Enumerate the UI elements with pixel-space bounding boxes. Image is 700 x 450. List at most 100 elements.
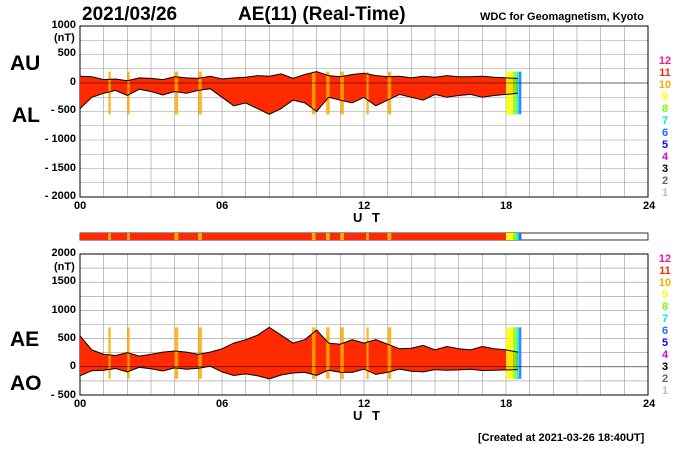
station-bar-segment [201, 233, 312, 240]
legend-entry: 11 [659, 67, 671, 79]
ao-label: AO [10, 372, 42, 395]
al-series-line [79, 88, 518, 115]
legend-entry: 3 [661, 163, 669, 175]
panel2-xtick: 12 [358, 398, 371, 410]
legend-entry: 8 [661, 301, 669, 313]
panel2-ytick: 0 [69, 360, 76, 372]
station-stripe [387, 327, 392, 379]
panel1-ytick: 1000 [51, 19, 76, 31]
station-stripe [340, 71, 344, 115]
panel1-xtick: 24 [643, 200, 656, 212]
station-stripe [516, 327, 520, 379]
legend-entry: 4 [661, 349, 669, 361]
panel2-ytick: 2000 [51, 247, 76, 259]
chart-date: 2021/03/26 [82, 4, 178, 25]
legend-entry: 7 [661, 115, 669, 127]
station-stripe [387, 71, 392, 115]
station-bar-segment [127, 233, 130, 240]
station-stripe [108, 327, 111, 379]
station-bar-segment [343, 233, 367, 240]
legend-entry: 1 [661, 187, 669, 199]
ae-label: AE [10, 328, 40, 351]
created-timestamp: [Created at 2021-03-26 18:40UT] [478, 432, 645, 444]
legend-entry: 5 [661, 337, 669, 349]
station-bar-segment [340, 233, 344, 240]
station-stripe [108, 71, 111, 115]
station-bar-segment [387, 233, 392, 240]
station-stripe [366, 71, 369, 115]
station-stripe [506, 327, 514, 379]
legend-entry: 12 [658, 55, 672, 67]
legend-entry: 3 [661, 361, 669, 373]
station-bar-segment [174, 233, 179, 240]
legend-entry: 8 [661, 103, 669, 115]
panel1-ytick: 500 [57, 47, 76, 59]
panel1-xtick: 06 [216, 200, 229, 212]
plot-frame [79, 253, 649, 396]
panel1-yunit: (nT) [54, 32, 75, 44]
legend-entry: 2 [661, 175, 669, 187]
station-stripe [519, 71, 522, 115]
station-stripe [127, 71, 130, 115]
panel2-yunit: (nT) [54, 261, 75, 273]
au-series-line [79, 71, 518, 82]
station-bar-segment [506, 233, 514, 240]
station-stripe [326, 327, 330, 379]
panel1-ytick: - 1000 [44, 133, 76, 145]
station-bar-segment [368, 233, 388, 240]
plot-frame [79, 25, 649, 198]
chart-title: AE(11) (Real-Time) [238, 4, 406, 25]
legend-entry: 10 [658, 277, 672, 289]
ao-series-line [79, 365, 518, 380]
station-bar-segment [326, 233, 330, 240]
legend-entry: 1 [661, 385, 669, 397]
station-stripe [174, 71, 179, 115]
panel2-ytick: - 500 [50, 389, 76, 401]
station-stripe [311, 327, 316, 379]
station-stripe [174, 327, 179, 379]
station-stripe [340, 327, 344, 379]
station-bar-segment [519, 233, 522, 240]
station-stripe [198, 71, 202, 115]
legend-entry: 9 [661, 91, 669, 103]
panel2-ytick: 500 [57, 332, 76, 344]
activity-band [80, 327, 518, 379]
station-bar-segment [108, 233, 111, 240]
panel1-xtick: 00 [74, 200, 87, 212]
station-stripe [326, 71, 330, 115]
station-bar-segment [80, 233, 109, 240]
panel1-ytick: - 2000 [44, 190, 76, 202]
station-bar-segment [311, 233, 316, 240]
station-bar-segment [178, 233, 199, 240]
data-source: WDC for Geomagnetism, Kyoto [480, 11, 644, 23]
legend-entry: 2 [661, 373, 669, 385]
legend-entry: 7 [661, 313, 669, 325]
station-bar-segment [110, 233, 128, 240]
legend-entry: 5 [661, 139, 669, 151]
panel1-xtick: 12 [358, 200, 371, 212]
ae-series-line [79, 326, 518, 357]
station-bar-segment [516, 233, 520, 240]
station-bar-segment [329, 233, 341, 240]
station-bar-segment [391, 233, 506, 240]
legend-entry: 6 [661, 325, 669, 337]
panel1-ytick: - 500 [50, 104, 76, 116]
station-stripe [506, 71, 514, 115]
station-stripe [513, 327, 517, 379]
legend-entry: 4 [661, 151, 669, 163]
station-bar-segment [198, 233, 202, 240]
panel2-ytick: 1000 [51, 304, 76, 316]
station-stripe [311, 71, 316, 115]
legend-entry: 6 [661, 127, 669, 139]
panel2-xtick: 06 [216, 398, 229, 410]
panel2-xtick: 00 [74, 398, 87, 410]
legend-entry: 11 [659, 265, 671, 277]
station-bar-segment [513, 233, 517, 240]
station-bar-segment [315, 233, 327, 240]
activity-band [80, 71, 518, 115]
panel1-xlabel: U T [353, 210, 383, 225]
al-label: AL [12, 104, 40, 127]
panel1-ytick: 0 [69, 76, 76, 88]
station-stripe [519, 327, 522, 379]
